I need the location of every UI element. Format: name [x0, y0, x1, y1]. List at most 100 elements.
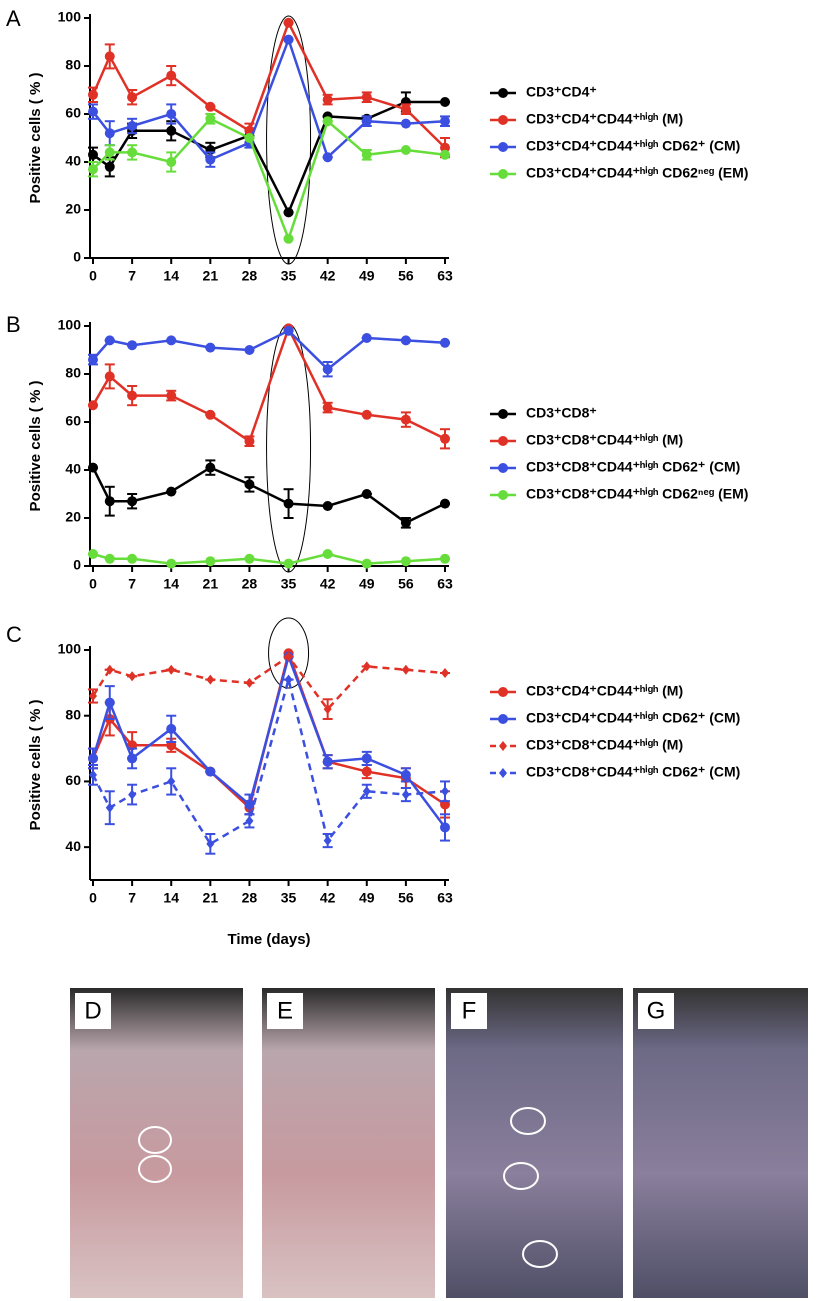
photo	[262, 988, 435, 1298]
x-tick-label: 35	[281, 268, 297, 284]
point	[104, 496, 115, 507]
y-tick-label: 0	[73, 249, 81, 265]
point	[104, 51, 115, 62]
point	[401, 664, 410, 675]
point	[322, 152, 333, 163]
legend-label: CD3⁺CD8⁺	[526, 405, 597, 421]
point	[400, 335, 411, 346]
point	[400, 145, 411, 155]
y-axis-label: Positive cells ( % )	[27, 73, 44, 204]
point	[245, 815, 254, 826]
point	[89, 769, 97, 780]
x-tick-label: 35	[281, 576, 297, 592]
photo	[633, 988, 808, 1298]
legend-label: CD3⁺CD8⁺CD44⁺ʰⁱᵍʰ CD62⁺ (CM)	[526, 764, 740, 780]
legend-swatch-point	[498, 463, 508, 473]
panel-label: A	[6, 6, 21, 31]
legend-label: CD3⁺CD4⁺CD44⁺ʰⁱᵍʰ CD62ⁿᵉᵍ (EM)	[526, 165, 748, 181]
point	[127, 553, 138, 564]
x-tick-label: 35	[281, 890, 297, 906]
x-axis-label: Time (days)	[227, 931, 310, 948]
x-tick-label: 7	[128, 576, 136, 592]
point	[440, 142, 450, 153]
x-tick-label: 21	[203, 268, 219, 284]
point	[206, 674, 215, 685]
y-tick-label: 40	[65, 153, 81, 169]
y-tick-label: 0	[73, 557, 81, 573]
point	[400, 517, 411, 528]
point	[361, 753, 372, 764]
x-tick-label: 42	[320, 890, 336, 906]
point	[322, 364, 333, 375]
y-axis-label: Positive cells ( % )	[27, 381, 44, 512]
point	[322, 756, 333, 767]
x-tick-label: 28	[242, 268, 258, 284]
point	[283, 325, 294, 336]
point	[166, 390, 177, 401]
x-tick-label: 56	[398, 268, 414, 284]
x-tick-label: 0	[89, 268, 97, 284]
point	[88, 164, 98, 175]
point	[127, 496, 138, 507]
point	[166, 558, 177, 569]
point	[166, 335, 177, 346]
point	[361, 116, 372, 127]
point	[104, 371, 115, 382]
y-tick-label: 80	[65, 57, 81, 73]
y-tick-label: 40	[65, 838, 81, 854]
x-tick-label: 63	[437, 890, 453, 906]
lesion-circle	[522, 1240, 558, 1268]
y-tick-label: 100	[58, 317, 82, 333]
point	[323, 704, 332, 715]
legend-swatch-point	[498, 88, 508, 98]
legend-swatch-point	[498, 714, 508, 724]
lesion-circle	[503, 1162, 539, 1190]
point	[88, 549, 98, 559]
legend-label: CD3⁺CD8⁺CD44⁺ʰⁱᵍʰ CD62ⁿᵉᵍ (EM)	[526, 486, 748, 502]
point	[205, 342, 216, 353]
point	[440, 97, 450, 107]
x-tick-label: 56	[398, 890, 414, 906]
photo-label-box	[75, 993, 111, 1029]
point	[166, 125, 177, 136]
point	[127, 147, 138, 158]
point	[167, 664, 176, 675]
legend-label: CD3⁺CD4⁺CD44⁺ʰⁱᵍʰ CD62⁺ (CM)	[526, 710, 740, 726]
x-tick-label: 63	[437, 576, 453, 592]
point	[283, 34, 294, 45]
point	[322, 94, 333, 105]
point	[440, 433, 450, 444]
x-tick-label: 49	[359, 268, 375, 284]
legend-label: CD3⁺CD8⁺CD44⁺ʰⁱᵍʰ (M)	[526, 737, 683, 753]
legend-label: CD3⁺CD4⁺CD44⁺ʰⁱᵍʰ (M)	[526, 111, 683, 127]
point	[127, 390, 138, 401]
y-tick-label: 60	[65, 413, 81, 429]
point	[205, 154, 216, 165]
point	[400, 104, 411, 115]
point	[88, 106, 98, 117]
photo-label: G	[647, 997, 666, 1024]
point	[361, 766, 372, 777]
point	[283, 558, 294, 569]
point	[361, 333, 372, 343]
point	[128, 789, 137, 800]
legend-label: CD3⁺CD4⁺CD44⁺ʰⁱᵍʰ CD62⁺ (CM)	[526, 138, 740, 154]
legend-swatch-point	[498, 409, 508, 419]
legend-swatch-point	[499, 768, 507, 778]
x-tick-label: 56	[398, 576, 414, 592]
point	[104, 128, 115, 139]
y-tick-label: 80	[65, 365, 81, 381]
x-tick-label: 28	[242, 890, 258, 906]
legend-label: CD3⁺CD8⁺CD44⁺ʰⁱᵍʰ (M)	[526, 432, 683, 448]
point	[440, 822, 450, 833]
photo	[70, 988, 243, 1298]
legend-swatch-point	[499, 741, 507, 751]
point	[361, 558, 372, 569]
legend-swatch-point	[498, 115, 508, 125]
legend-label: CD3⁺CD4⁺	[526, 84, 597, 100]
point	[88, 149, 98, 160]
photo-label: E	[277, 997, 293, 1024]
point	[244, 436, 255, 447]
photo-label: D	[84, 997, 101, 1024]
